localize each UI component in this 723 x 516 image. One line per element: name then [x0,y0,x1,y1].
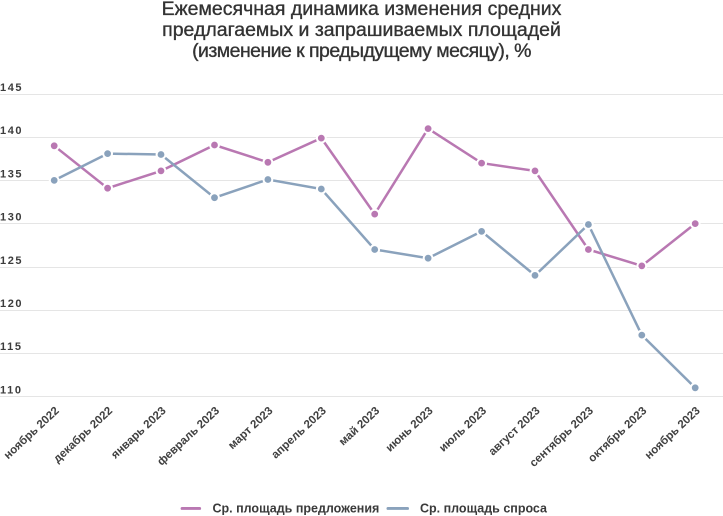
svg-text:115: 115 [0,341,23,353]
svg-text:110: 110 [0,384,23,396]
svg-text:135: 135 [0,168,23,180]
svg-text:130: 130 [0,212,23,224]
svg-text:январь 2023: январь 2023 [109,405,168,461]
svg-text:июль 2023: июль 2023 [437,405,489,455]
svg-text:145: 145 [0,82,23,94]
svg-text:125: 125 [0,255,23,267]
svg-text:май 2023: май 2023 [337,405,382,448]
svg-text:Ср. площадь предложения: Ср. площадь предложения [213,502,380,516]
svg-text:апрель 2023: апрель 2023 [270,405,329,461]
svg-text:140: 140 [0,125,23,137]
svg-text:120: 120 [0,298,23,310]
svg-text:Ср. площадь спроса: Ср. площадь спроса [420,502,548,516]
svg-text:август 2023: август 2023 [487,405,543,458]
svg-text:июнь 2023: июнь 2023 [384,405,436,454]
svg-text:ноябрь 2023: ноябрь 2023 [643,405,703,462]
svg-text:ноябрь 2022: ноябрь 2022 [2,405,62,462]
svg-text:март 2023: март 2023 [226,405,275,452]
